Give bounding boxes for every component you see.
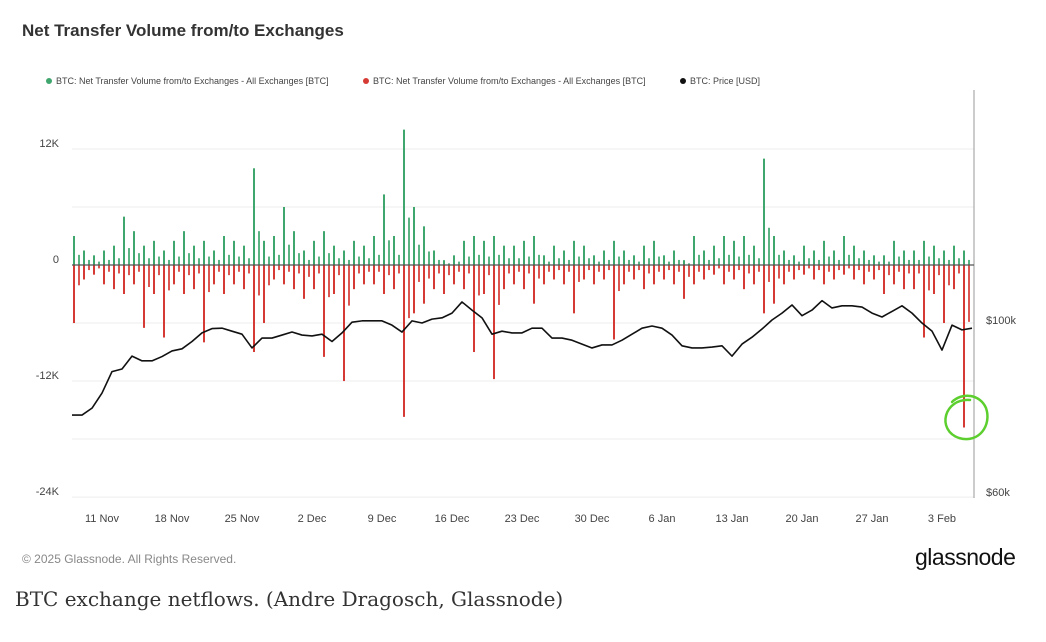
x-tick-label: 27 Jan — [855, 513, 888, 525]
glassnode-logo: glassnode — [915, 544, 1016, 570]
x-tick-label: 13 Jan — [715, 513, 748, 525]
left-tick-label: -24K — [36, 486, 60, 498]
left-tick-label: -12K — [36, 370, 60, 382]
x-tick-label: 3 Feb — [928, 513, 956, 525]
legend-item-price[interactable]: BTC: Price [USD] — [680, 76, 760, 86]
left-tick-label: 12K — [39, 138, 59, 150]
annotation-circle — [944, 394, 989, 441]
x-tick-label: 30 Dec — [575, 513, 610, 525]
right-tick-label: $60k — [986, 487, 1010, 499]
x-tick-label: 25 Nov — [225, 513, 260, 525]
x-tick-label: 20 Jan — [785, 513, 818, 525]
chart-plot: 12K 0 -12K -24K $100k $60k 11 Nov 18 Nov 25 Nov 2… — [36, 90, 1016, 525]
legend-item-outflow[interactable]: BTC: Net Transfer Volume from/to Exchang… — [363, 76, 646, 86]
x-tick-label: 6 Jan — [649, 513, 676, 525]
legend-item-inflow[interactable]: BTC: Net Transfer Volume from/to Exchang… — [46, 76, 329, 86]
right-tick-label: $100k — [986, 315, 1016, 327]
legend-label: BTC: Price [USD] — [690, 76, 761, 86]
caption: BTC exchange netflows. (Andre Dragosch, … — [15, 587, 564, 611]
x-tick-label: 18 Nov — [155, 513, 190, 525]
price-line — [72, 299, 973, 416]
x-tick-label: 23 Dec — [505, 513, 540, 525]
legend-label: BTC: Net Transfer Volume from/to Exchang… — [56, 76, 329, 86]
black-dot-icon — [680, 78, 686, 84]
chart-title: Net Transfer Volume from/to Exchanges — [22, 21, 344, 40]
legend-label: BTC: Net Transfer Volume from/to Exchang… — [373, 76, 646, 86]
x-tick-label: 11 Nov — [85, 513, 120, 525]
red-dot-icon — [363, 78, 369, 84]
x-tick-label: 2 Dec — [298, 513, 327, 525]
left-tick-label: 0 — [53, 254, 59, 266]
x-tick-label: 16 Dec — [435, 513, 470, 525]
green-dot-icon — [46, 78, 52, 84]
x-tick-label: 9 Dec — [368, 513, 397, 525]
copyright: © 2025 Glassnode. All Rights Reserved. — [22, 552, 237, 566]
